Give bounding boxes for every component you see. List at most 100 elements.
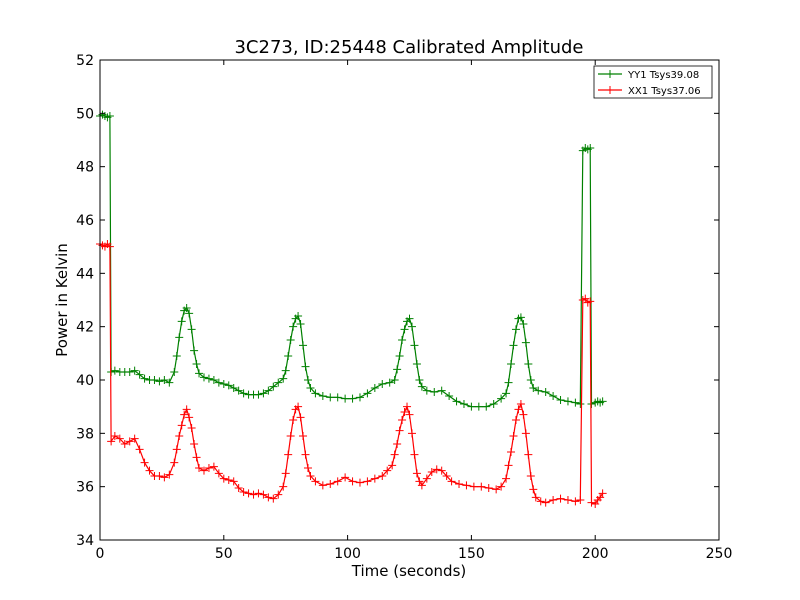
data-point (497, 394, 506, 403)
legend: YY1 Tsys39.08 XX1 Tsys37.06 (593, 65, 713, 99)
data-point (390, 450, 399, 459)
data-point (417, 481, 426, 490)
data-point (286, 336, 295, 344)
y-tick-label: 34 (76, 533, 94, 549)
data-point (254, 489, 263, 498)
data-point (326, 393, 335, 402)
data-point (405, 314, 414, 323)
data-point (254, 390, 263, 399)
data-point (333, 477, 342, 486)
data-point (284, 352, 293, 360)
data-point (363, 389, 372, 398)
data-point (214, 469, 223, 478)
data-point (190, 346, 199, 355)
data-point (303, 376, 312, 384)
data-point (587, 400, 596, 408)
data-point (107, 437, 116, 446)
data-point (229, 477, 238, 486)
chart-title: 3C273, ID:25448 Calibrated Amplitude (234, 37, 583, 58)
data-point (333, 393, 342, 402)
data-point (172, 352, 181, 360)
legend-box (593, 65, 713, 99)
data-point (264, 386, 273, 395)
data-point (410, 341, 419, 350)
data-point (110, 366, 119, 375)
data-point (507, 448, 516, 456)
data-point (587, 498, 596, 507)
data-point (348, 477, 357, 486)
data-point (576, 400, 585, 408)
data-point (516, 400, 525, 408)
data-point (286, 432, 295, 440)
data-point (541, 388, 550, 396)
data-point (219, 380, 228, 388)
data-point (269, 382, 278, 391)
y-tick-label: 48 (76, 160, 94, 176)
data-point (521, 338, 530, 347)
data-point (412, 469, 421, 478)
data-point (432, 465, 441, 474)
data-point (400, 408, 409, 416)
data-point (125, 437, 134, 446)
data-point (224, 476, 233, 484)
data-point (576, 496, 585, 504)
data-point (403, 402, 412, 411)
x-axis-title: Time (seconds) (351, 562, 467, 580)
y-axis-title: Power in Kelvin (53, 243, 71, 357)
series-layer (96, 110, 607, 508)
data-point (105, 242, 114, 251)
data-point (195, 464, 204, 472)
data-point (509, 341, 518, 350)
data-point (199, 373, 208, 382)
data-point (586, 144, 595, 152)
data-point (514, 405, 523, 414)
data-point (177, 421, 186, 430)
data-point (170, 368, 179, 376)
data-point (529, 485, 538, 494)
data-point (234, 386, 243, 395)
data-point (417, 382, 426, 391)
data-point (303, 464, 312, 472)
data-point (455, 480, 464, 488)
data-point (497, 482, 506, 491)
data-point (509, 432, 518, 440)
data-point (165, 378, 174, 387)
x-tick-label: 50 (215, 546, 233, 562)
data-point (279, 482, 288, 491)
data-point (279, 374, 288, 383)
data-point (383, 466, 392, 475)
data-point (318, 392, 327, 400)
legend-marker (606, 70, 614, 78)
y-tick-label: 42 (76, 320, 94, 336)
data-point (269, 494, 278, 503)
x-tick-label: 200 (582, 546, 609, 562)
data-point (519, 410, 528, 419)
legend-entry: XX1 Tsys37.06 (598, 86, 701, 97)
data-point (541, 498, 550, 507)
data-point (160, 473, 169, 482)
data-point (516, 313, 525, 322)
data-point (145, 466, 154, 475)
data-point (412, 360, 421, 368)
data-point (219, 474, 228, 483)
data-point (190, 440, 199, 448)
data-point (125, 368, 134, 376)
data-point (177, 317, 186, 326)
data-point (296, 320, 305, 328)
x-tick-label: 150 (458, 546, 485, 562)
data-point (482, 402, 491, 411)
data-point (462, 481, 471, 490)
plot-area (100, 60, 719, 540)
data-point (459, 400, 468, 408)
data-point (549, 496, 558, 504)
data-point (388, 461, 397, 470)
data-point (586, 297, 595, 306)
data-point (502, 389, 511, 398)
data-point (511, 416, 520, 424)
series-1 (96, 110, 607, 411)
data-point (415, 477, 424, 486)
data-point (398, 336, 407, 344)
data-point (341, 473, 350, 482)
data-point (306, 472, 315, 480)
data-point (511, 325, 520, 334)
